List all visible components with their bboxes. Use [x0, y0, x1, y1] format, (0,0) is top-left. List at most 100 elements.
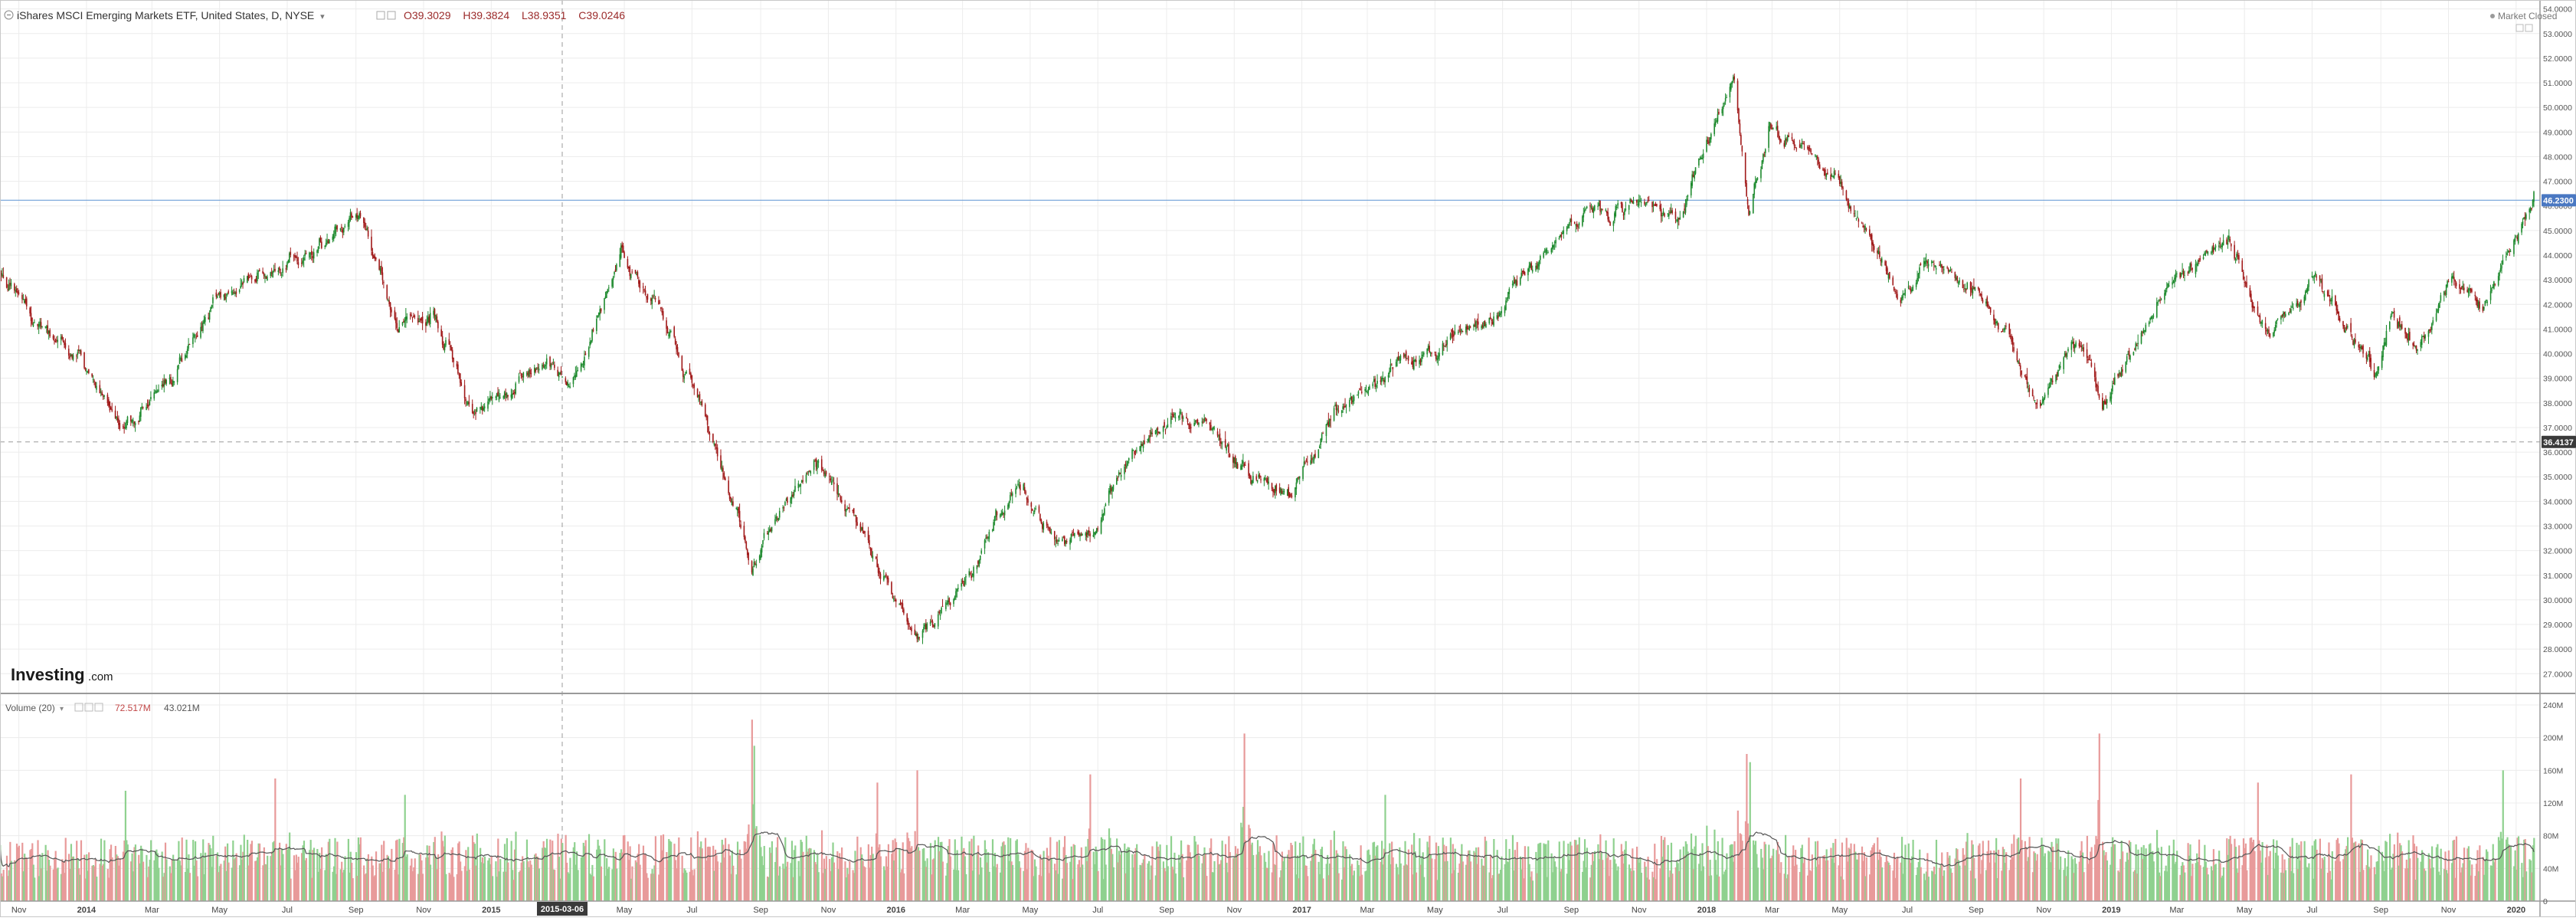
candle-body: [1180, 411, 1181, 416]
candle-body: [1779, 138, 1781, 140]
candle: [476, 407, 478, 412]
candle-body: [1475, 321, 1477, 329]
candle-body: [352, 217, 354, 218]
candle-body: [301, 263, 303, 264]
candle-body: [2327, 291, 2329, 297]
candle-body: [673, 327, 675, 337]
candle-body: [2469, 288, 2470, 290]
candle-body: [2129, 351, 2130, 357]
candle-body: [2184, 275, 2185, 276]
candle-body: [2034, 400, 2036, 401]
candle-body: [1242, 465, 1243, 470]
candle-body: [1284, 491, 1285, 493]
candle-body: [172, 383, 173, 385]
candle-body: [2508, 251, 2509, 253]
candle-body: [605, 297, 607, 299]
candle-body: [2040, 402, 2041, 406]
candle-body: [1916, 278, 1918, 283]
candle-body: [1158, 432, 1160, 433]
candle-body: [712, 434, 714, 442]
candle-body: [663, 311, 664, 319]
candle-body: [1700, 157, 1702, 159]
candle-body: [11, 283, 12, 286]
candle-body: [744, 526, 745, 537]
candle-body: [1093, 535, 1095, 537]
candle-body: [396, 323, 398, 329]
candle-body: [1290, 495, 1291, 496]
candle-body: [2320, 281, 2322, 282]
candle: [2485, 300, 2486, 306]
candle-body: [1094, 533, 1095, 535]
candle-body: [2221, 243, 2223, 247]
candle-body: [2432, 320, 2434, 323]
candle-body: [1725, 98, 1727, 101]
candle-body: [2260, 322, 2262, 323]
candle-body: [2385, 343, 2386, 345]
candle-body: [1507, 299, 1508, 300]
candle-body: [2065, 354, 2067, 356]
candle-body: [1616, 207, 1618, 208]
candle-body: [1265, 480, 1267, 481]
candle-body: [1049, 528, 1051, 533]
candle-body: [2017, 351, 2018, 360]
candle-body: [1072, 533, 1073, 534]
candle-body: [908, 626, 910, 627]
candle-body: [85, 368, 87, 369]
candle-body: [708, 426, 709, 433]
candle-body: [1912, 287, 1913, 290]
candle-body: [1710, 134, 1712, 139]
candle-body: [880, 574, 882, 579]
candle-body: [2024, 375, 2026, 376]
candle-body: [1031, 503, 1033, 506]
candle-body: [2079, 343, 2080, 346]
candle-body: [1468, 326, 1470, 330]
candle-body: [1956, 276, 1958, 281]
candle-body: [2149, 323, 2150, 325]
candle: [1737, 78, 1739, 113]
candle-body: [535, 369, 536, 372]
candle-body: [911, 628, 912, 631]
candle-body: [1163, 427, 1164, 432]
candle-body: [1694, 172, 1695, 179]
candle: [329, 239, 330, 244]
candle-body: [201, 326, 203, 327]
candle-body: [1737, 80, 1739, 110]
candle-body: [810, 471, 811, 474]
candle-body: [1710, 137, 1711, 143]
candle-body: [1389, 371, 1390, 374]
candle-body: [964, 578, 966, 583]
candle-body: [631, 272, 633, 273]
candle-body: [1530, 263, 1532, 270]
candle-body: [526, 373, 528, 374]
candle-body: [1128, 461, 1129, 465]
candle-body: [1173, 414, 1175, 415]
candle-body: [1606, 211, 1608, 214]
candle-body: [484, 406, 486, 408]
candle-body: [987, 537, 988, 539]
candle-body: [2179, 273, 2181, 277]
candle-body: [1063, 538, 1065, 539]
candle-body: [437, 316, 438, 322]
candle-body: [861, 527, 862, 529]
candle-body: [1586, 206, 1588, 208]
candle-body: [1668, 214, 1669, 215]
candle-body: [567, 382, 568, 386]
candle-body: [1561, 234, 1563, 238]
candle-body: [2502, 260, 2504, 264]
candle-body: [1730, 87, 1731, 97]
candle-body: [17, 291, 18, 293]
candle-body: [1350, 397, 1352, 399]
candle-body: [1056, 539, 1058, 542]
candle-body: [2032, 390, 2034, 396]
candle-body: [1364, 389, 1366, 391]
candle-body: [707, 416, 709, 425]
candle-body: [263, 274, 265, 276]
candle-body: [1423, 352, 1425, 354]
candle-body: [371, 237, 372, 251]
candle-body: [1636, 200, 1638, 203]
candle-body: [792, 494, 794, 497]
candle-body: [1429, 346, 1430, 352]
candle-body: [916, 634, 918, 639]
candle-body: [344, 226, 345, 227]
candle-body: [2292, 306, 2293, 308]
